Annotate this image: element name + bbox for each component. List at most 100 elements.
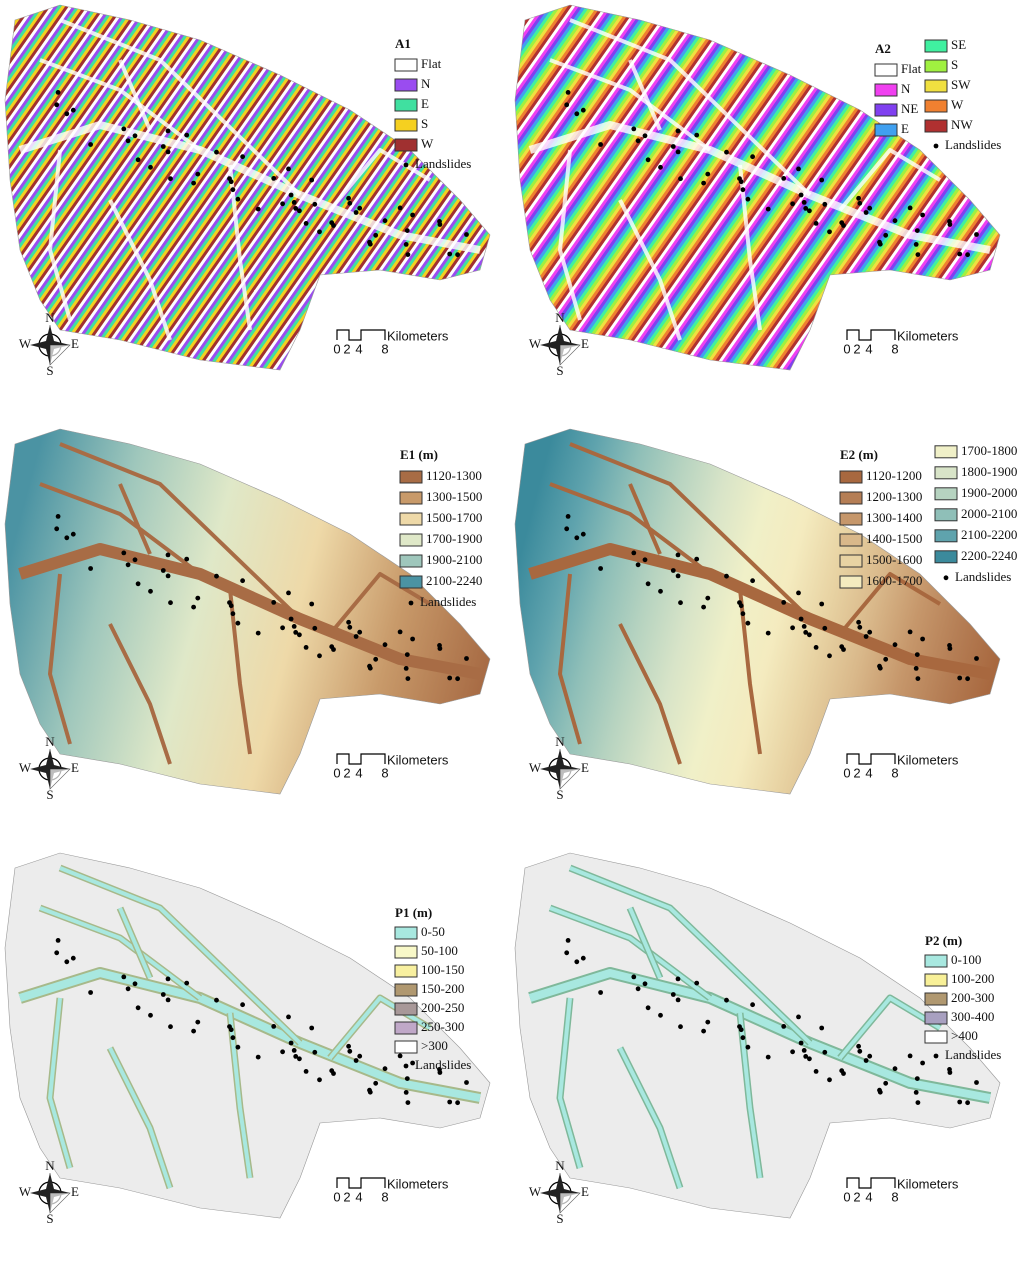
landslide-point: [404, 1090, 409, 1095]
legend-label: 1500-1700: [426, 510, 482, 525]
landslide-point: [822, 1050, 827, 1055]
legend-swatch: [840, 534, 862, 546]
landslide-point: [790, 201, 795, 206]
landslide-point: [231, 611, 236, 616]
landslide-point: [464, 232, 469, 237]
scale-tick-label: 4: [355, 341, 362, 356]
landslide-point: [920, 637, 925, 642]
landslide-point: [676, 977, 681, 982]
landslide-point: [893, 218, 898, 223]
landslide-point: [161, 144, 166, 149]
legend-label: S: [951, 57, 958, 72]
landslide-point: [161, 992, 166, 997]
scale-tick-label: 0: [333, 341, 340, 356]
landslide-point: [195, 596, 200, 601]
landslide-point: [214, 574, 219, 579]
legend-label: Landslides: [945, 137, 1001, 152]
legend-label: 2100-2200: [961, 527, 1017, 542]
legend-label: 1500-1600: [866, 552, 922, 567]
compass-label: W: [529, 336, 542, 351]
landslide-point: [231, 187, 236, 192]
compass-label: S: [556, 363, 563, 378]
compass-label: E: [581, 336, 589, 351]
landslide-point: [676, 150, 681, 155]
landslide-point: [694, 133, 699, 138]
landslide-point: [802, 200, 807, 205]
legend-swatch: [925, 60, 947, 72]
landslide-point: [636, 138, 641, 143]
landslide-point: [271, 600, 276, 605]
landslide-point: [410, 637, 415, 642]
landslide-point: [195, 172, 200, 177]
legend-label: 100-150: [421, 962, 464, 977]
landslide-point: [406, 676, 411, 681]
landslide-point: [676, 553, 681, 558]
landslide-point: [574, 959, 579, 964]
landslide-point: [948, 222, 953, 227]
landslide-point: [790, 625, 795, 630]
landslide-point: [54, 526, 59, 531]
landslide-point: [893, 642, 898, 647]
landslide-point: [166, 553, 171, 558]
scale-tick-label: 0: [333, 1189, 340, 1204]
compass-label: N: [45, 310, 55, 325]
legend-swatch: [925, 974, 947, 986]
compass-label: N: [45, 1158, 55, 1173]
landslide-point: [598, 566, 603, 571]
compass-label: W: [19, 336, 32, 351]
scale-unit: Kilometers: [387, 328, 449, 343]
map-panel: A2FlatNNEESESSWWNWLandslidesNESW0248Kilo…: [515, 5, 1001, 378]
compass-label: W: [529, 760, 542, 775]
landslide-point: [705, 1020, 710, 1025]
landslide-point: [566, 90, 571, 95]
landslide-point: [827, 653, 832, 658]
landslide-point: [133, 981, 138, 986]
compass-label: S: [46, 363, 53, 378]
landslide-point: [914, 666, 919, 671]
landslide-point: [88, 566, 93, 571]
legend-label: Landslides: [420, 594, 476, 609]
legend-title: E1 (m): [400, 447, 438, 462]
legend-swatch: [925, 100, 947, 112]
landslide-point: [64, 959, 69, 964]
landslide-point: [883, 657, 888, 662]
landslide-point: [289, 1041, 294, 1046]
landslide-point: [564, 102, 569, 107]
landslide-point: [317, 653, 322, 658]
legend-title: P2 (m): [925, 933, 962, 948]
landslide-point: [121, 551, 126, 556]
compass-label: W: [529, 1184, 542, 1199]
landslide-point: [705, 596, 710, 601]
landslide-point: [71, 532, 76, 537]
legend-label: N: [421, 76, 431, 91]
landslide-point: [658, 589, 663, 594]
landslide-point: [878, 666, 883, 671]
legend-swatch: [935, 446, 957, 458]
landslide-point: [166, 150, 171, 155]
legend-label: N: [901, 81, 911, 96]
legend-swatch: [840, 471, 862, 483]
landslide-point: [867, 206, 872, 211]
landslide-point: [737, 600, 742, 605]
landslide-point: [404, 666, 409, 671]
landslide-point: [214, 150, 219, 155]
compass-label: S: [556, 1211, 563, 1226]
landslide-point: [914, 242, 919, 247]
landslide-point: [741, 1035, 746, 1040]
landslide-point: [631, 551, 636, 556]
landslide-point: [309, 178, 314, 183]
scale-unit: Kilometers: [897, 752, 959, 767]
scale-bar: [337, 1178, 385, 1188]
landslide-point: [965, 252, 970, 257]
landslide-point: [148, 165, 153, 170]
landslide-point: [864, 210, 869, 215]
compass-label: S: [556, 787, 563, 802]
landslide-point: [166, 998, 171, 1003]
legend-swatch: [875, 124, 897, 136]
landslide-point: [292, 200, 297, 205]
landslide-point: [856, 196, 861, 201]
compass-label: W: [19, 1184, 32, 1199]
scale-tick-label: 8: [891, 765, 898, 780]
landslide-point: [915, 1076, 920, 1081]
landslide-point: [64, 535, 69, 540]
